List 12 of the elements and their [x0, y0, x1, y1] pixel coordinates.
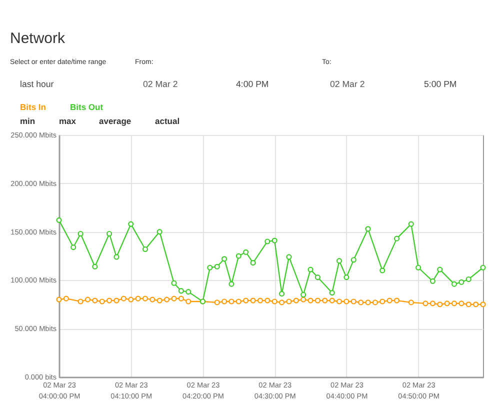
text: 02 Mar 2 — [330, 79, 365, 89]
chart-title: Network — [10, 30, 66, 47]
text: actual — [155, 116, 180, 126]
text: max — [59, 116, 76, 126]
text: last hour — [20, 79, 54, 89]
text: 4:00 PM — [236, 79, 269, 89]
text: Bits In — [20, 102, 46, 112]
text: 5:00 PM — [424, 79, 457, 89]
text: 02 Mar 2 — [143, 79, 178, 89]
text: Bits Out — [70, 102, 104, 112]
text: average — [99, 116, 132, 126]
text: min — [20, 116, 36, 126]
